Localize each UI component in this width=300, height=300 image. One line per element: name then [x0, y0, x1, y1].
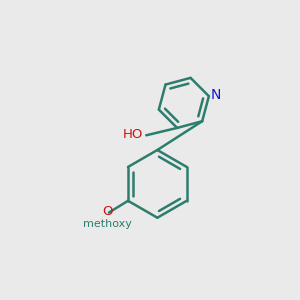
Text: HO: HO	[122, 128, 143, 141]
Text: N: N	[211, 88, 221, 102]
Text: O: O	[102, 206, 113, 218]
Text: methoxy: methoxy	[83, 219, 132, 229]
